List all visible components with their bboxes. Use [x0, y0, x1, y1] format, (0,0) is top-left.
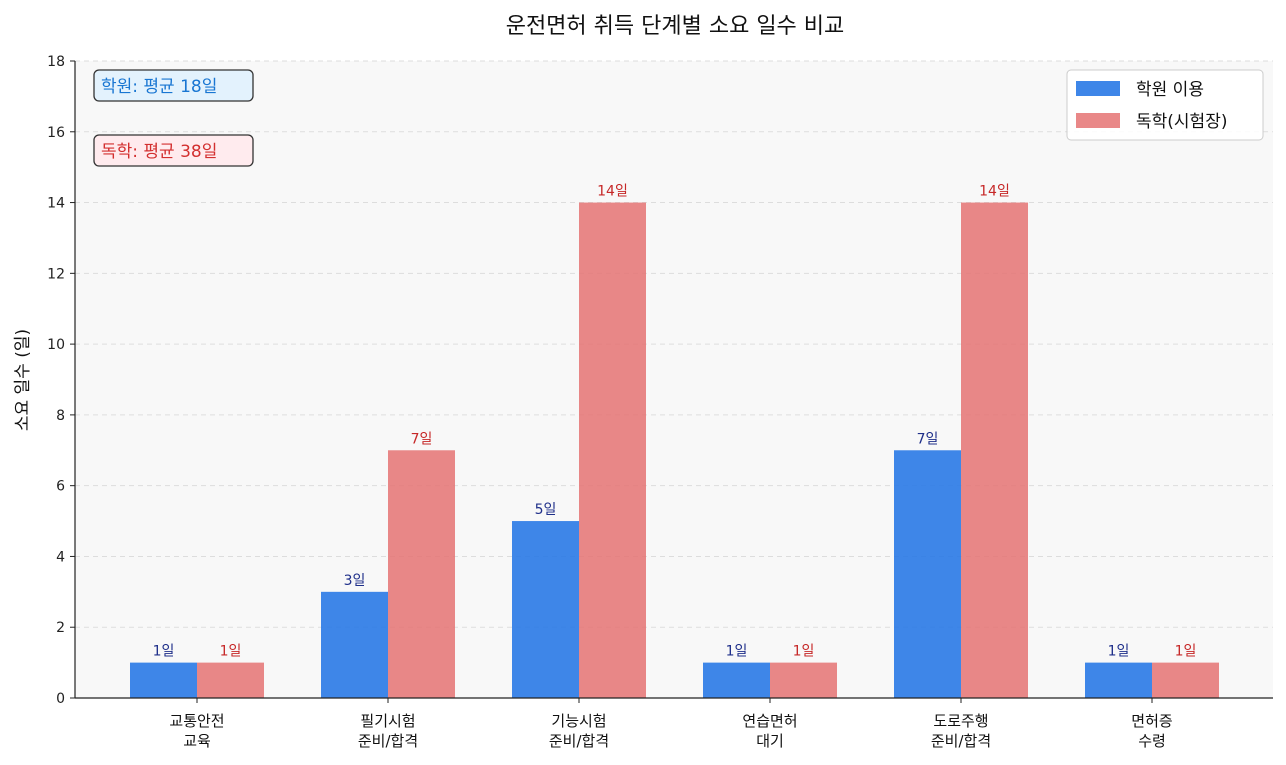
data-label: 1일: [726, 644, 748, 660]
data-label: 1일: [1175, 644, 1197, 660]
x-tick-label: 준비/합격: [358, 732, 418, 750]
annotation-text: 학원: 평균 18일: [101, 77, 217, 97]
bar-self-study: [388, 450, 455, 698]
x-tick-label: 교육: [183, 732, 211, 750]
data-label: 1일: [220, 644, 242, 660]
y-tick-label: 8: [56, 408, 65, 424]
y-tick-label: 2: [56, 620, 65, 636]
bar-academy: [703, 662, 770, 698]
bar-self-study: [961, 202, 1028, 699]
data-label: 5일: [535, 502, 557, 518]
legend-label: 학원 이용: [1136, 80, 1204, 100]
x-tick-label: 연습면허: [742, 712, 797, 730]
bar-academy: [512, 521, 579, 698]
y-tick-label: 0: [56, 691, 65, 707]
data-label: 1일: [793, 644, 815, 660]
annotation-box: [93, 134, 254, 167]
y-axis-label: 소요 일수 (일): [13, 329, 33, 431]
bar-self-study: [197, 662, 264, 698]
chart-title: 운전면허 취득 단계별 소요 일수 비교: [506, 14, 845, 39]
bar-self-study: [1152, 662, 1219, 698]
y-tick-label: 10: [47, 337, 65, 353]
legend-swatch: [1076, 113, 1120, 128]
y-tick-label: 18: [47, 54, 65, 70]
grid-lines: [75, 60, 1273, 628]
annotation-box: [93, 69, 254, 102]
data-label: 3일: [344, 573, 366, 589]
bar-academy: [894, 450, 961, 698]
y-tick-label: 16: [47, 125, 65, 141]
plot-background: [75, 61, 1273, 698]
data-label: 1일: [1108, 644, 1130, 660]
x-tick-label: 면허증: [1131, 712, 1172, 730]
x-tick-label: 수령: [1138, 732, 1166, 750]
x-tick-label: 준비/합격: [549, 732, 609, 750]
bars: 1일 1일 3일 7일 5일 14일 1일 1일 7일 14일 1일 1일: [130, 184, 1219, 699]
y-tick-label: 14: [47, 196, 65, 212]
bar-academy: [130, 662, 197, 698]
legend-label: 독학(시험장): [1136, 112, 1227, 132]
x-tick-label: 도로주행: [933, 712, 988, 730]
data-label: 1일: [153, 644, 175, 660]
bar-self-study: [579, 202, 646, 699]
data-label: 14일: [597, 184, 628, 200]
x-tick-label: 준비/합격: [931, 732, 991, 750]
x-tick-label: 교통안전: [169, 712, 224, 730]
data-label: 7일: [411, 431, 433, 447]
y-tick-label: 12: [47, 266, 65, 282]
y-ticks: 0 2 4 6 8 10 12 14 16 18: [47, 54, 75, 707]
x-tick-label: 기능시험: [551, 712, 606, 730]
x-tick-label: 대기: [756, 732, 784, 750]
bar-self-study: [770, 662, 837, 698]
axes: [74, 61, 1273, 699]
data-label: 7일: [917, 431, 939, 447]
bar-academy: [321, 591, 388, 698]
x-tick-label: 필기시험: [360, 712, 415, 730]
y-tick-label: 6: [56, 479, 65, 495]
legend-swatch: [1076, 81, 1120, 96]
data-label: 14일: [979, 184, 1010, 200]
annotation-text: 독학: 평균 38일: [101, 142, 217, 162]
bar-academy: [1085, 662, 1152, 698]
y-tick-label: 4: [56, 549, 65, 565]
